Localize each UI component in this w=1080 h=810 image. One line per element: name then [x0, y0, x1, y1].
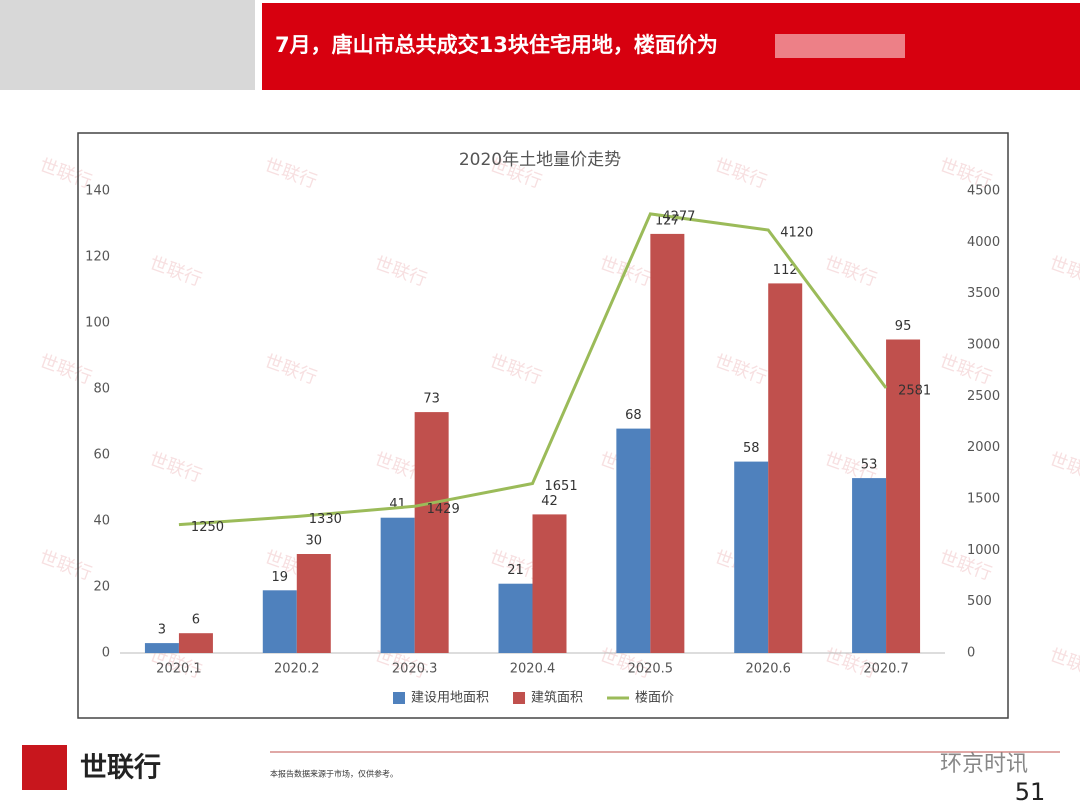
x-tick-label: 2020.7 — [863, 662, 909, 677]
data-label: 95 — [895, 319, 912, 334]
y2-tick-label: 1000 — [967, 543, 1000, 558]
watermark: 世联行 — [1047, 449, 1080, 487]
data-label: 2581 — [898, 384, 931, 399]
bar — [414, 412, 449, 653]
watermark: 世联行 — [712, 155, 770, 193]
x-tick-label: 2020.6 — [745, 662, 791, 677]
watermark: 世联行 — [487, 351, 545, 389]
bar — [734, 461, 769, 653]
watermark: 世联行 — [147, 253, 205, 291]
y-tick-label: 120 — [85, 250, 110, 265]
logo-mark — [22, 745, 67, 790]
y2-tick-label: 3500 — [967, 286, 1000, 301]
bar — [178, 633, 213, 653]
blurred-image — [0, 0, 255, 90]
bar — [852, 478, 887, 653]
data-label: 1651 — [545, 479, 578, 494]
y-tick-label: 100 — [85, 316, 110, 331]
blur — [775, 34, 905, 58]
legend-label: 建筑面积 — [531, 690, 583, 706]
data-label: 1330 — [309, 512, 342, 527]
watermark: 世联行 — [37, 351, 95, 389]
y2-tick-label: 2000 — [967, 440, 1000, 455]
y-tick-label: 20 — [93, 580, 110, 595]
watermark: 世联行 — [937, 351, 995, 389]
data-label: 58 — [743, 441, 760, 456]
y2-tick-label: 500 — [967, 594, 992, 609]
bar — [650, 233, 685, 653]
data-label: 30 — [306, 534, 323, 549]
watermark: 世联行 — [147, 449, 205, 487]
bar — [886, 339, 921, 653]
bar — [262, 590, 297, 653]
legend-swatch — [393, 692, 405, 704]
bar — [498, 583, 533, 653]
y-tick-label: 80 — [93, 382, 110, 397]
chart-title: 2020年土地量价走势 — [459, 150, 621, 170]
data-label: 68 — [625, 408, 642, 423]
bar — [296, 554, 331, 653]
page-number: 51 — [1015, 778, 1046, 806]
data-label: 1429 — [427, 502, 460, 517]
watermark: 世联行 — [262, 155, 320, 193]
chart-frame — [77, 132, 1009, 719]
data-label: 42 — [541, 494, 558, 509]
header-band — [262, 3, 1080, 90]
logo-text: 世联行 — [80, 752, 161, 784]
x-tick-label: 2020.3 — [392, 662, 438, 677]
x-tick-label: 2020.2 — [274, 662, 320, 677]
x-tick-label: 2020.5 — [628, 662, 674, 677]
data-label: 6 — [192, 613, 200, 628]
watermark: 世联行 — [37, 547, 95, 585]
x-tick-label: 2020.1 — [156, 662, 202, 677]
bar — [380, 517, 415, 653]
watermark: 世联行 — [712, 351, 770, 389]
data-label: 1250 — [191, 520, 224, 535]
legend-swatch — [513, 692, 526, 704]
x-tick-label: 2020.4 — [510, 662, 556, 677]
source-watermark: 环京时讯 — [940, 752, 1028, 777]
headline: 7月，唐山市总共成交13块住宅用地，楼面价为 — [275, 33, 718, 57]
data-label: 112 — [773, 263, 798, 278]
data-label: 4120 — [780, 226, 813, 241]
data-label: 41 — [389, 497, 406, 512]
y-tick-label: 140 — [85, 184, 110, 199]
watermark: 世联行 — [1047, 645, 1080, 683]
legend-label: 楼面价 — [635, 691, 674, 706]
bar — [616, 428, 651, 653]
y2-tick-label: 3000 — [967, 338, 1000, 353]
watermark: 世联行 — [262, 351, 320, 389]
y2-tick-label: 1500 — [967, 492, 1000, 507]
y-tick-label: 40 — [93, 514, 110, 529]
watermark: 世联行 — [822, 253, 880, 291]
y-tick-label: 0 — [102, 646, 110, 661]
data-label: 19 — [272, 570, 289, 585]
y2-tick-label: 2500 — [967, 389, 1000, 404]
bar — [532, 514, 567, 653]
y-tick-label: 60 — [93, 448, 110, 463]
footer-note: 本报告数据来源于市场，仅供参考。 — [270, 769, 398, 779]
data-label: 4277 — [662, 209, 695, 224]
line — [178, 212, 888, 527]
y2-tick-label: 4500 — [967, 184, 1000, 199]
data-label: 53 — [861, 458, 878, 473]
bar — [144, 643, 179, 653]
watermark: 世联行 — [372, 253, 430, 291]
legend-label: 建设用地面积 — [411, 691, 489, 706]
data-label: 3 — [158, 623, 166, 638]
data-label: 21 — [507, 563, 524, 578]
y2-tick-label: 4000 — [967, 235, 1000, 250]
y2-tick-label: 0 — [967, 646, 975, 661]
bar — [768, 283, 803, 653]
watermark: 世联行 — [1047, 253, 1080, 291]
data-label: 73 — [423, 392, 440, 407]
